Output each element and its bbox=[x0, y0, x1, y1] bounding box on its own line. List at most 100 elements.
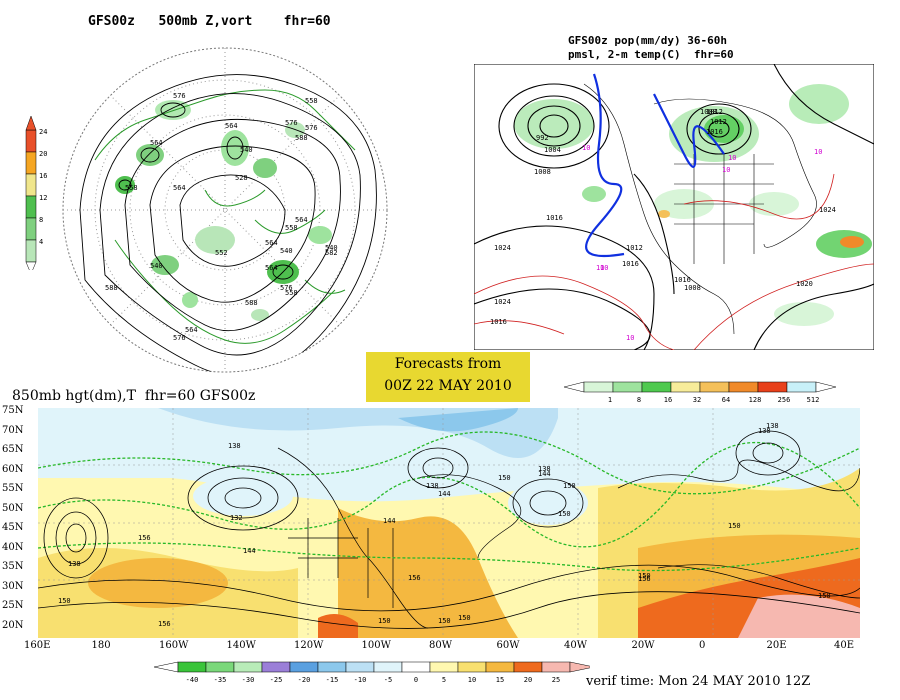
panel-500mb-title: GFS00z 500mb Z,vort fhr=60 bbox=[88, 14, 331, 29]
colorbar-swatch bbox=[261, 661, 291, 673]
contour-label: 558 bbox=[305, 97, 318, 105]
height-label: 138 bbox=[758, 427, 771, 435]
height-label: 150 bbox=[378, 617, 391, 625]
contour-label: 564 bbox=[265, 264, 278, 272]
forecast-box-bg bbox=[366, 352, 530, 402]
colorbar-swatch bbox=[641, 381, 672, 393]
lon-label: 80W bbox=[429, 640, 453, 651]
colorbar-tick-label: 20 bbox=[524, 676, 532, 684]
colorbar-swatch bbox=[786, 381, 817, 393]
colorbar-tick-label: 12 bbox=[39, 194, 47, 202]
contour-label: 576 bbox=[305, 124, 318, 132]
colorbar-swatch bbox=[25, 239, 37, 263]
colorbar-swatch bbox=[317, 661, 347, 673]
temp-label: 10 bbox=[728, 154, 736, 162]
lon-label: 160W bbox=[159, 640, 189, 651]
colorbar-tick-label: 0 bbox=[414, 676, 418, 684]
colorbar-arrow-right bbox=[569, 661, 590, 673]
lat-label: 50N bbox=[2, 502, 24, 514]
colorbar-tick-label: -15 bbox=[326, 676, 339, 684]
height-label: 144 bbox=[538, 470, 551, 478]
contour-label: 588 bbox=[245, 299, 258, 307]
height-label: 138 bbox=[228, 442, 241, 450]
colorbar-arrow-top bbox=[25, 115, 37, 131]
height-label: 156 bbox=[158, 620, 171, 628]
lon-label: 20E bbox=[766, 640, 787, 651]
isobar-label: 1024 bbox=[819, 206, 836, 214]
temp-label: 10 bbox=[626, 334, 634, 342]
colorbar-tick-label: -5 bbox=[384, 676, 392, 684]
contour-label: 564 bbox=[185, 326, 198, 334]
contour-label: 528 bbox=[235, 174, 248, 182]
lon-label: 160E bbox=[24, 640, 51, 651]
colorbar-swatch bbox=[25, 129, 37, 153]
lat-label: 70N bbox=[2, 424, 24, 436]
colorbar-tick-label: 8 bbox=[637, 396, 641, 404]
isobar-label: 1012 bbox=[706, 108, 723, 116]
colorbar-tick-label: 256 bbox=[778, 396, 791, 404]
height-label: 138 bbox=[766, 422, 779, 430]
temp-contours bbox=[474, 173, 874, 350]
graticule bbox=[38, 408, 860, 638]
colorbar-tick-label: -30 bbox=[242, 676, 255, 684]
colorbar-tick-label: -40 bbox=[186, 676, 199, 684]
colorbar-swatch bbox=[757, 381, 788, 393]
isobar-label: 1016 bbox=[490, 318, 507, 326]
lat-label: 75N bbox=[2, 405, 24, 416]
colorbar-tick-label: 1 bbox=[608, 396, 612, 404]
colorbar-swatch bbox=[25, 151, 37, 175]
height-label: 132 bbox=[230, 514, 243, 522]
panel-pop-title-line1: GFS00z pop(mm/dy) 36-60h bbox=[568, 34, 727, 47]
height-contours bbox=[79, 74, 377, 372]
colorbar-swatch bbox=[345, 661, 375, 673]
height-label: 150 bbox=[58, 597, 71, 605]
colorbar-swatch bbox=[513, 661, 543, 673]
panel-500mb-colorbar: 24 20 16 12 8 4 bbox=[25, 115, 47, 270]
lon-label: 60W bbox=[496, 640, 520, 651]
forecast-init-time: 00Z 22 MAY 2010 bbox=[384, 378, 512, 394]
lat-label: 25N bbox=[2, 600, 24, 611]
contour-label: 540 bbox=[280, 247, 293, 255]
height-label: 150 bbox=[818, 592, 831, 600]
isobar-label: 1008 bbox=[684, 284, 701, 292]
lat-label: 60N bbox=[2, 463, 24, 475]
colorbar-arrow-right bbox=[815, 381, 837, 393]
colorbar-swatch bbox=[205, 661, 235, 673]
height-label: 138 bbox=[426, 482, 439, 490]
colorbar-tick-label: 25 bbox=[552, 676, 560, 684]
colorbar-swatch bbox=[429, 661, 459, 673]
colorbar-tick-label: -25 bbox=[270, 676, 283, 684]
lon-label: 120W bbox=[294, 640, 324, 651]
colorbar-swatch bbox=[25, 217, 37, 241]
colorbar-arrow-bottom bbox=[25, 261, 37, 270]
temp-label: 10 bbox=[722, 166, 730, 174]
isobars bbox=[474, 64, 874, 350]
contour-label: 564 bbox=[265, 239, 278, 247]
colorbar-swatch bbox=[25, 173, 37, 197]
colorbar-swatch bbox=[289, 661, 319, 673]
colorbar-arrow-left bbox=[153, 661, 179, 673]
contour-label: 564 bbox=[173, 184, 186, 192]
height-label: 144 bbox=[438, 490, 451, 498]
lat-label: 40N bbox=[2, 541, 24, 553]
colorbar-tick-label: 16 bbox=[664, 396, 672, 404]
height-label: 150 bbox=[558, 510, 571, 518]
height-label: 138 bbox=[538, 465, 551, 473]
lon-label: 40E bbox=[834, 640, 855, 651]
colorbar-tick-label: 8 bbox=[39, 216, 43, 224]
isobar-label: 1012 bbox=[710, 118, 727, 126]
colorbar-swatch bbox=[612, 381, 643, 393]
colorbar-tick-label: 24 bbox=[39, 128, 47, 136]
isobar-label: 1020 bbox=[796, 280, 813, 288]
isobar-label: 1016 bbox=[706, 128, 723, 136]
colorbar-swatch bbox=[401, 661, 431, 673]
contour-label: 564 bbox=[295, 216, 308, 224]
lat-label: 20N bbox=[2, 619, 24, 631]
isobar-label: 992 bbox=[536, 134, 549, 142]
height-label: 156 bbox=[638, 575, 651, 583]
isobar-label: 1024 bbox=[494, 298, 511, 306]
colorbar-swatch bbox=[373, 661, 403, 673]
height-label: 150 bbox=[458, 614, 471, 622]
panel-850mb-title: 850mb hgt(dm),T fhr=60 GFS00z bbox=[12, 388, 256, 404]
panel-pop-map: 9921004100810121016101610241024101210161… bbox=[474, 64, 874, 350]
